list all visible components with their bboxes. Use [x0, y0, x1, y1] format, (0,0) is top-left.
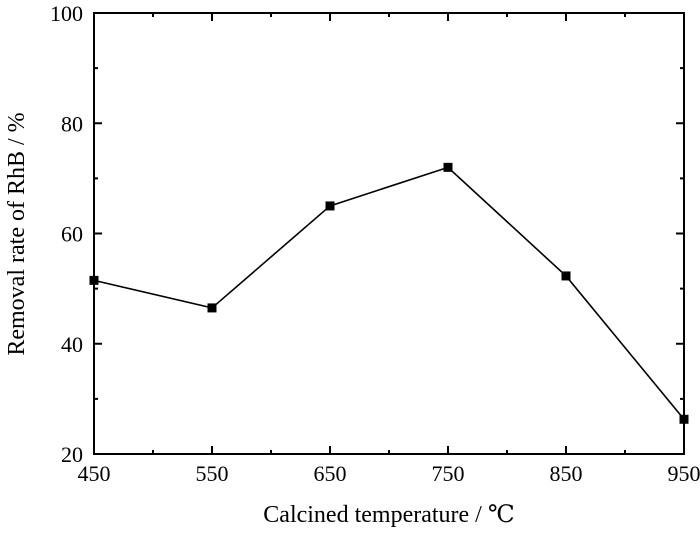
data-point-marker: [561, 271, 571, 281]
plot-frame: [93, 12, 685, 455]
y-tick-label: 40: [61, 332, 83, 357]
x-tick-labels: 450 550 650 750 850 950: [78, 461, 700, 486]
y-tick-label: 20: [61, 442, 83, 467]
y-axis-label: Removal rate of RhB / %: [4, 112, 30, 355]
data-point-marker: [325, 201, 335, 211]
series-group: [89, 162, 689, 424]
data-point-marker: [89, 275, 99, 285]
x-axis-label: Calcined temperature / ℃: [263, 502, 514, 528]
x-tick-label: 650: [314, 461, 347, 486]
x-tick-label: 450: [78, 461, 111, 486]
x-tick-label: 750: [432, 461, 465, 486]
data-point-marker: [679, 414, 689, 424]
x-tick-label: 550: [196, 461, 229, 486]
data-point-marker: [443, 162, 453, 172]
series-line: [93, 166, 685, 420]
y-tick-labels: 20 40 60 80 100: [50, 1, 83, 467]
axis-ticks: [93, 12, 685, 455]
y-tick-label: 60: [61, 222, 83, 247]
x-tick-label: 950: [668, 461, 700, 486]
y-tick-label: 80: [61, 111, 83, 136]
data-point-marker: [207, 303, 217, 313]
x-tick-label: 850: [550, 461, 583, 486]
y-tick-label: 100: [50, 1, 83, 26]
